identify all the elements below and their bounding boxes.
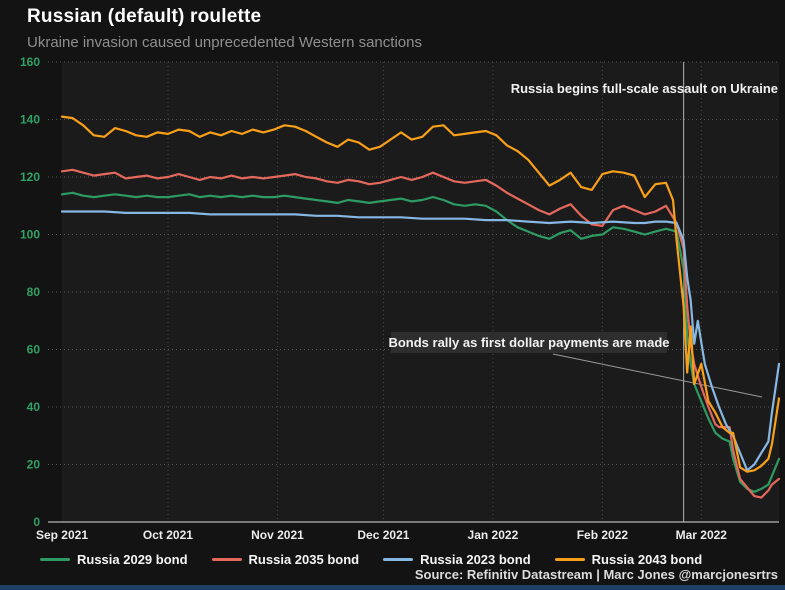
legend-swatch-blue xyxy=(383,557,414,561)
page-title: Russian (default) roulette xyxy=(27,6,262,27)
legend-swatch-salmon xyxy=(211,557,242,561)
legend-swatch-green xyxy=(40,557,70,561)
legend-swatch-orange xyxy=(554,557,585,561)
y-tick-label: 40 xyxy=(27,400,41,414)
legend-item-label: Russia 2029 bond xyxy=(77,551,188,567)
y-tick-label: 60 xyxy=(27,343,41,357)
y-tick-label: 80 xyxy=(27,285,41,299)
legend-item-2035: Russia 2035 bond xyxy=(211,551,360,567)
y-tick-label: 100 xyxy=(20,228,40,242)
y-tick-label: 0 xyxy=(33,515,40,529)
y-tick-label: 20 xyxy=(27,458,41,472)
y-tick-label: 160 xyxy=(20,55,40,69)
series-line-russia-2043-bond xyxy=(60,115,781,473)
annotation-rally-label: Bonds rally as first dollar payments are… xyxy=(388,332,670,353)
legend-item-label: Russia 2043 bond xyxy=(591,551,703,567)
series-line-russia-2029-bond xyxy=(60,191,781,493)
x-tick-label: Feb 2022 xyxy=(577,528,629,542)
legend: Russia 2029 bond Russia 2035 bond Russia… xyxy=(40,549,702,569)
legend-item-2023: Russia 2023 bond xyxy=(383,552,531,567)
callout-line xyxy=(552,353,763,398)
x-tick-label: Oct 2021 xyxy=(143,528,193,542)
x-tick-label: Sep 2021 xyxy=(36,528,88,542)
legend-item-2043: Russia 2043 bond xyxy=(554,551,703,567)
y-tick-label: 140 xyxy=(20,113,40,127)
bottom-accent-bar xyxy=(0,585,785,590)
legend-item-label: Russia 2023 bond xyxy=(420,551,531,567)
series-line-russia-2023-bond xyxy=(60,210,781,472)
legend-item-label: Russia 2035 bond xyxy=(248,551,360,567)
x-tick-label: Mar 2022 xyxy=(676,528,728,542)
y-tick-label: 120 xyxy=(20,170,40,184)
page-subtitle: Ukraine invasion caused unprecedented We… xyxy=(27,34,422,51)
legend-item-2029: Russia 2029 bond xyxy=(40,552,188,567)
x-tick-label: Nov 2021 xyxy=(251,528,304,542)
source-note: Source: Refinitiv Datastream | Marc Jone… xyxy=(414,567,778,582)
annotation-invasion-label: Russia begins full-scale assault on Ukra… xyxy=(510,81,778,96)
x-tick-label: Jan 2022 xyxy=(468,528,519,542)
x-tick-label: Dec 2021 xyxy=(357,528,409,542)
